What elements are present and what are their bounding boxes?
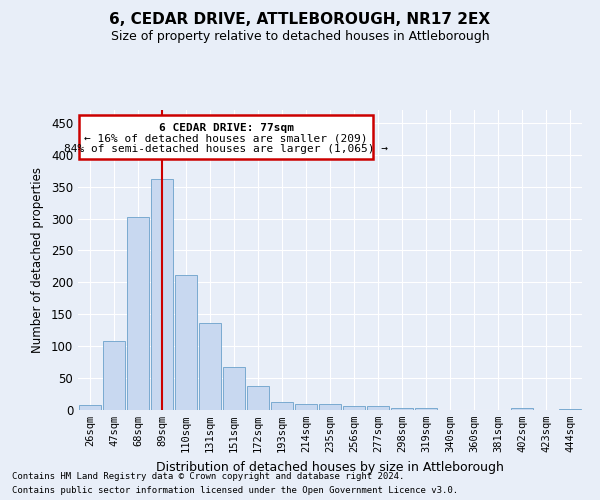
Bar: [151, 179, 173, 410]
Bar: [343, 406, 365, 410]
Bar: [511, 408, 533, 410]
Bar: [271, 402, 293, 410]
Bar: [247, 386, 269, 410]
Bar: [103, 341, 125, 410]
Y-axis label: Number of detached properties: Number of detached properties: [31, 167, 44, 353]
Text: 84% of semi-detached houses are larger (1,065) →: 84% of semi-detached houses are larger (…: [64, 144, 388, 154]
Bar: [295, 404, 317, 410]
Bar: [199, 323, 221, 410]
Text: Contains HM Land Registry data © Crown copyright and database right 2024.: Contains HM Land Registry data © Crown c…: [12, 472, 404, 481]
Bar: [415, 408, 437, 410]
Text: Size of property relative to detached houses in Attleborough: Size of property relative to detached ho…: [110, 30, 490, 43]
Bar: [175, 274, 197, 410]
Bar: [79, 405, 101, 410]
Bar: [391, 408, 413, 410]
X-axis label: Distribution of detached houses by size in Attleborough: Distribution of detached houses by size …: [156, 460, 504, 473]
Bar: [559, 408, 581, 410]
Text: ← 16% of detached houses are smaller (209): ← 16% of detached houses are smaller (20…: [85, 134, 368, 143]
Text: 6 CEDAR DRIVE: 77sqm: 6 CEDAR DRIVE: 77sqm: [159, 124, 294, 134]
Bar: [127, 217, 149, 410]
Text: Contains public sector information licensed under the Open Government Licence v3: Contains public sector information licen…: [12, 486, 458, 495]
Text: 6, CEDAR DRIVE, ATTLEBOROUGH, NR17 2EX: 6, CEDAR DRIVE, ATTLEBOROUGH, NR17 2EX: [109, 12, 491, 28]
Bar: [367, 406, 389, 410]
Bar: [319, 404, 341, 410]
Bar: [223, 366, 245, 410]
Bar: [79, 115, 373, 159]
